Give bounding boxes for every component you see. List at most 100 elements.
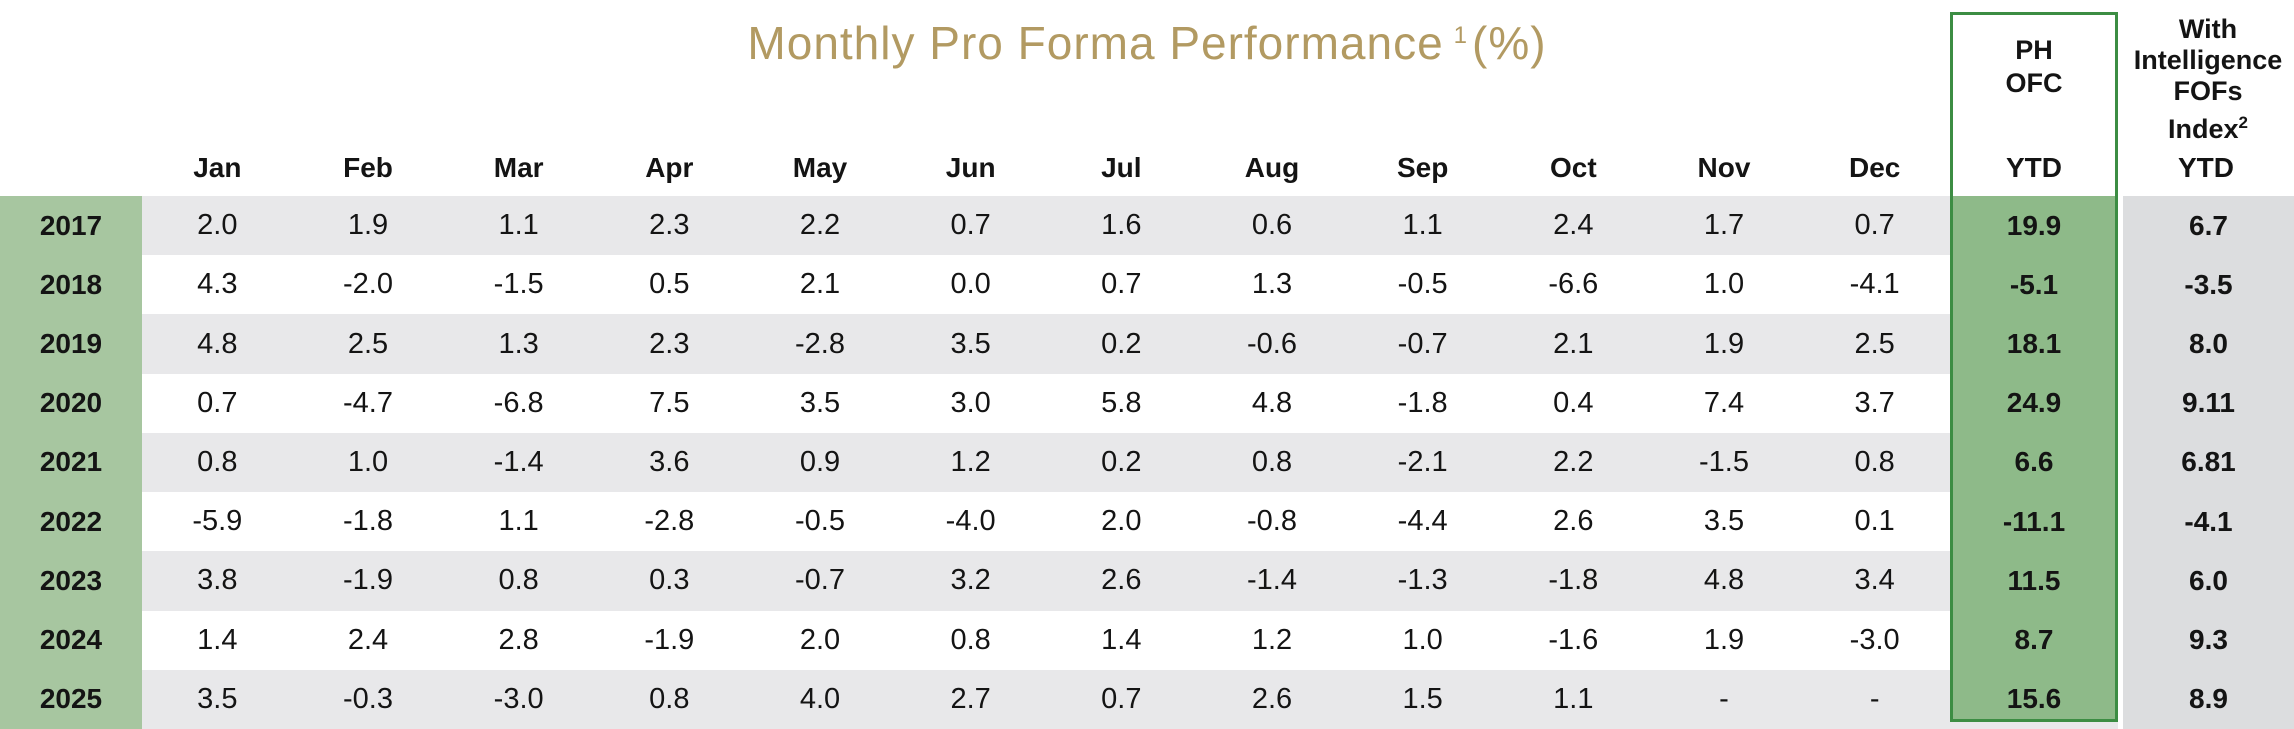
month-header-mar: Mar bbox=[493, 152, 544, 183]
year-cell: 2018 bbox=[0, 255, 142, 315]
value-cell-jan: 1.4 bbox=[142, 610, 293, 670]
value-cell-sep: 1.0 bbox=[1347, 610, 1498, 670]
month-header-jun: Jun bbox=[945, 152, 996, 183]
month-header-nov: Nov bbox=[1697, 152, 1751, 183]
value-cell-dec: - bbox=[1799, 669, 1950, 729]
value-cell-nov: 7.4 bbox=[1648, 373, 1800, 433]
month-header-jan: Jan bbox=[193, 152, 242, 183]
value-cell-jun: 3.0 bbox=[895, 373, 1046, 433]
value-cell-oct: 1.1 bbox=[1498, 669, 1649, 729]
value-cell-apr: 2.3 bbox=[594, 314, 745, 374]
value-cell-nov: 1.9 bbox=[1648, 314, 1800, 374]
value-cell-feb: -1.9 bbox=[292, 551, 444, 611]
value-cell-feb: -2.0 bbox=[292, 255, 444, 315]
value-cell-nov: 1.9 bbox=[1648, 610, 1800, 670]
value-cell-feb: 2.5 bbox=[292, 314, 444, 374]
table-row-2023: 2023 3.8 -1.9 0.8 0.3 -0.7 3.2 2.6 -1.4 -1.3 -1.8 4… bbox=[0, 551, 2294, 611]
value-cell-jul: 2.6 bbox=[1046, 551, 1197, 611]
value-cell-mar: -3.0 bbox=[443, 669, 594, 729]
ph-ofc-ytd-cell: -5.1 bbox=[1950, 255, 2118, 315]
value-cell-jul: 0.2 bbox=[1046, 432, 1197, 493]
year-cell: 2023 bbox=[0, 551, 142, 611]
index-ytd-cell: 6.81 bbox=[2118, 432, 2294, 493]
value-cell-mar: 1.1 bbox=[443, 492, 594, 552]
table-row-2022: 2022 -5.9 -1.8 1.1 -2.8 -0.5 -4.0 2.0 -0.8 -4.4 2.… bbox=[0, 492, 2294, 552]
index-ytd-cell: 9.3 bbox=[2118, 610, 2294, 670]
index-word: Index bbox=[2168, 114, 2239, 144]
value-cell-oct: -1.6 bbox=[1498, 610, 1649, 670]
value-cell-sep: 1.5 bbox=[1347, 669, 1498, 729]
month-header-jul: Jul bbox=[1101, 152, 1142, 183]
value-cell-nov: - bbox=[1648, 669, 1800, 729]
month-header-sep: Sep bbox=[1396, 152, 1449, 183]
value-cell-mar: 1.3 bbox=[443, 314, 594, 374]
value-cell-mar: -6.8 bbox=[443, 373, 594, 433]
index-ytd-cell: 9.11 bbox=[2118, 373, 2294, 433]
value-cell-jul: 1.4 bbox=[1046, 610, 1197, 670]
title-text: Monthly Pro Forma Performance bbox=[747, 17, 1444, 69]
month-header-feb: Feb bbox=[343, 152, 393, 183]
value-cell-may: 3.5 bbox=[744, 373, 896, 433]
value-cell-jun: 1.2 bbox=[895, 432, 1046, 493]
ph-ofc-ytd-cell: 8.7 bbox=[1950, 610, 2118, 670]
value-cell-aug: -0.8 bbox=[1196, 492, 1348, 552]
value-cell-jan: 0.8 bbox=[142, 432, 293, 493]
value-cell-nov: 1.0 bbox=[1648, 255, 1800, 315]
value-cell-jan: 4.8 bbox=[142, 314, 293, 374]
value-cell-mar: 0.8 bbox=[443, 551, 594, 611]
value-cell-feb: -4.7 bbox=[292, 373, 444, 433]
value-cell-jul: 0.2 bbox=[1046, 314, 1197, 374]
value-cell-apr: 7.5 bbox=[594, 373, 745, 433]
index-line4: Index2 bbox=[2122, 107, 2294, 145]
year-cell: 2025 bbox=[0, 669, 142, 729]
value-cell-jun: 3.5 bbox=[895, 314, 1046, 374]
index-line3: FOFs bbox=[2173, 76, 2243, 106]
value-cell-dec: 0.7 bbox=[1799, 196, 1950, 256]
value-cell-oct: 2.1 bbox=[1498, 314, 1649, 374]
index-ytd-cell: 6.0 bbox=[2118, 551, 2294, 611]
table-row-2018: 2018 4.3 -2.0 -1.5 0.5 2.1 0.0 0.7 1.3 -0.5 -6.6 1.… bbox=[0, 255, 2294, 315]
value-cell-may: 2.1 bbox=[744, 255, 896, 315]
index-footnote-2: 2 bbox=[2238, 113, 2248, 132]
value-cell-may: 2.0 bbox=[744, 610, 896, 670]
ph-ofc-line2: OFC bbox=[2005, 68, 2063, 98]
value-cell-sep: 1.1 bbox=[1347, 196, 1498, 256]
index-ytd-cell: -4.1 bbox=[2118, 492, 2294, 552]
year-cell: 2024 bbox=[0, 610, 142, 670]
value-cell-jan: 0.7 bbox=[142, 373, 293, 433]
value-cell-apr: 2.3 bbox=[594, 196, 745, 256]
title-footnote-1: 1 bbox=[1453, 21, 1469, 49]
index-ytd-cell: -3.5 bbox=[2118, 255, 2294, 315]
table-row-2017: 2017 2.0 1.9 1.1 2.3 2.2 0.7 1.6 0.6 1.1 2.4 1.7 0.7… bbox=[0, 196, 2294, 256]
value-cell-aug: -1.4 bbox=[1196, 551, 1348, 611]
value-cell-jun: 0.7 bbox=[895, 196, 1046, 256]
value-cell-mar: 2.8 bbox=[443, 610, 594, 670]
value-cell-jul: 0.7 bbox=[1046, 255, 1197, 315]
index-ytd-cell: 6.7 bbox=[2118, 196, 2294, 256]
index-line1: With bbox=[2178, 14, 2238, 44]
value-cell-dec: 3.4 bbox=[1799, 551, 1950, 611]
index-ytd-cell: 8.9 bbox=[2118, 669, 2294, 729]
table-row-2024: 2024 1.4 2.4 2.8 -1.9 2.0 0.8 1.4 1.2 1.0 -1.6 1.9-… bbox=[0, 610, 2294, 670]
month-header-dec: Dec bbox=[1848, 152, 1901, 183]
ph-ofc-ytd-cell: 15.6 bbox=[1950, 669, 2118, 729]
title-suffix: (%) bbox=[1472, 17, 1547, 69]
value-cell-apr: -1.9 bbox=[594, 610, 745, 670]
value-cell-aug: 1.3 bbox=[1196, 255, 1348, 315]
table-row-2021: 2021 0.8 1.0 -1.4 3.6 0.9 1.2 0.2 0.8 -2.1 2.2 -1.5… bbox=[0, 432, 2294, 493]
value-cell-nov: 3.5 bbox=[1648, 492, 1800, 552]
month-header-apr: Apr bbox=[645, 152, 694, 183]
value-cell-sep: -4.4 bbox=[1347, 492, 1498, 552]
value-cell-sep: -0.5 bbox=[1347, 255, 1498, 315]
value-cell-oct: 2.2 bbox=[1498, 432, 1649, 493]
value-cell-oct: -1.8 bbox=[1498, 551, 1649, 611]
value-cell-aug: 4.8 bbox=[1196, 373, 1348, 433]
value-cell-apr: 0.3 bbox=[594, 551, 745, 611]
value-cell-may: 4.0 bbox=[744, 669, 896, 729]
value-cell-jun: -4.0 bbox=[895, 492, 1046, 552]
value-cell-dec: 2.5 bbox=[1799, 314, 1950, 374]
value-cell-may: -0.5 bbox=[744, 492, 896, 552]
value-cell-jun: 0.8 bbox=[895, 610, 1046, 670]
ph-ofc-ytd-cell: 6.6 bbox=[1950, 432, 2118, 493]
